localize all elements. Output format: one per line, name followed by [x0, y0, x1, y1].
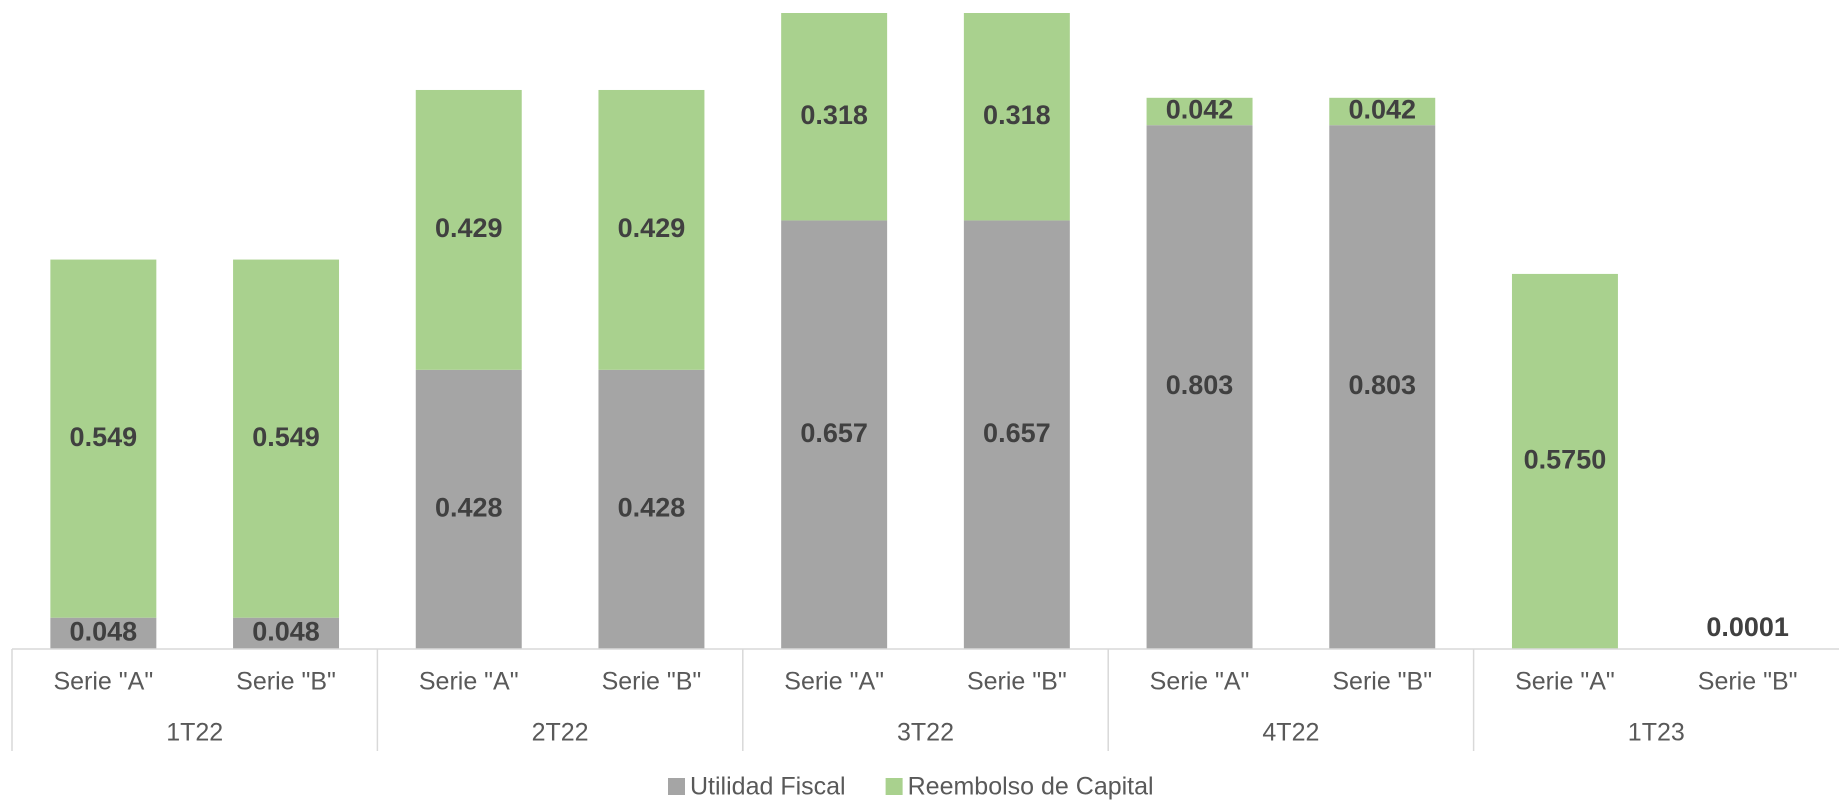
data-label: 0.803	[1348, 370, 1416, 400]
x-tick-label: Serie "B"	[1698, 668, 1798, 696]
group-label: 2T22	[532, 719, 589, 747]
data-label: 0.318	[983, 100, 1051, 130]
bar-segment	[415, 89, 522, 370]
group-label: 4T22	[1262, 719, 1319, 747]
legend-label: Reembolso de Capital	[908, 773, 1154, 801]
bar-segment	[233, 259, 340, 618]
data-label: 0.657	[800, 418, 868, 448]
data-label: 0.803	[1166, 370, 1234, 400]
bar-segment	[1511, 273, 1618, 649]
group-label: 1T22	[166, 719, 223, 747]
bar-segment	[1146, 125, 1253, 650]
x-tick-label: Serie "A"	[53, 668, 153, 696]
legend-label: Utilidad Fiscal	[690, 773, 846, 801]
bar-segment	[598, 89, 705, 370]
bar-segment	[781, 13, 888, 221]
x-tick-label: Serie "A"	[1515, 668, 1615, 696]
data-label: 0.549	[70, 422, 138, 452]
bar-segment	[1329, 97, 1436, 126]
bar-segment	[598, 369, 705, 649]
data-label: 0.429	[618, 213, 686, 243]
bar-segment	[1146, 97, 1253, 126]
bar-segment	[233, 617, 340, 649]
x-tick-label: Serie "A"	[1150, 668, 1250, 696]
data-label: 0.042	[1348, 95, 1416, 125]
x-tick-label: Serie "B"	[236, 668, 336, 696]
data-label: 0.048	[252, 616, 320, 646]
data-label: 0.042	[1166, 95, 1234, 125]
bar-segment	[415, 369, 522, 649]
x-tick-label: Serie "A"	[784, 668, 884, 696]
bar-segment	[963, 13, 1070, 221]
data-label: 0.5750	[1524, 445, 1607, 475]
data-label: 0.428	[435, 493, 503, 523]
data-label: 0.429	[435, 213, 503, 243]
x-tick-label: Serie "B"	[1332, 668, 1432, 696]
data-label: 0.428	[618, 493, 686, 523]
legend-swatch	[668, 778, 685, 795]
data-label: 0.657	[983, 418, 1051, 448]
x-tick-label: Serie "B"	[967, 668, 1067, 696]
group-label: 1T23	[1628, 719, 1685, 747]
data-label: 0.048	[70, 616, 138, 646]
data-label: 0.549	[252, 422, 320, 452]
x-tick-label: Serie "B"	[602, 668, 702, 696]
bar-segment	[781, 220, 888, 650]
bar-segment	[1329, 125, 1436, 650]
bar-segment	[50, 259, 157, 618]
bar-segment	[50, 617, 157, 649]
x-tick-label: Serie "A"	[419, 668, 519, 696]
data-label: 0.0001	[1706, 612, 1789, 642]
group-label: 3T22	[897, 719, 954, 747]
legend-swatch	[885, 778, 903, 795]
bar-segment	[963, 220, 1070, 650]
data-label: 0.318	[800, 100, 868, 130]
